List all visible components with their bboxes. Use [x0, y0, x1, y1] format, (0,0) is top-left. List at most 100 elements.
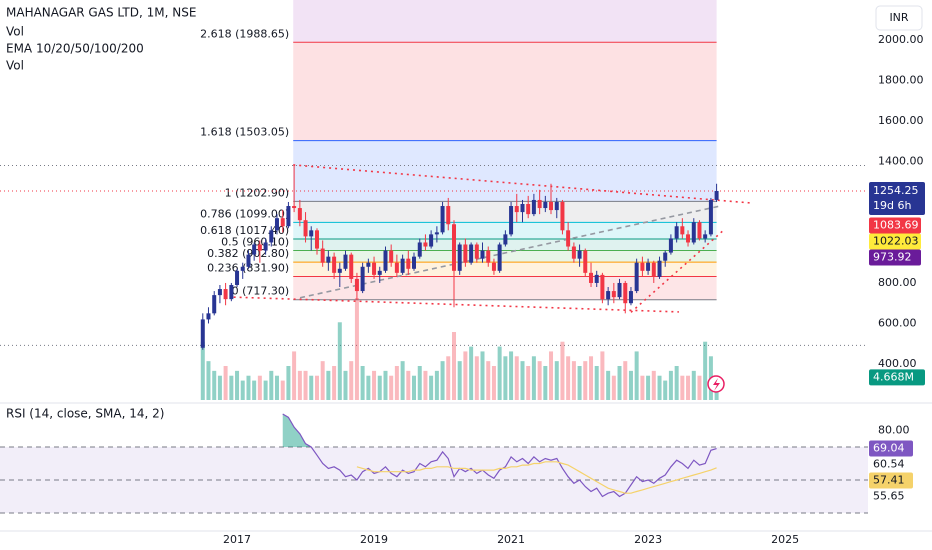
volume-bar	[389, 375, 394, 400]
candle-body	[263, 242, 268, 251]
ema-badge-value: 1022.03	[873, 235, 919, 248]
fib-band	[293, 140, 717, 202]
candle-body	[554, 201, 559, 211]
volume-bar	[674, 366, 679, 400]
volume-bar	[252, 380, 257, 400]
candle-body	[372, 262, 377, 275]
volume-bar	[663, 380, 668, 400]
candle-body	[611, 291, 616, 298]
volume-bar	[423, 370, 428, 400]
candle-body	[577, 250, 582, 259]
rsi-badge	[869, 440, 913, 457]
candle-body	[657, 260, 662, 277]
currency: INR	[889, 11, 908, 24]
ema-badge-value: 973.92	[873, 251, 912, 264]
candle-body	[474, 244, 479, 259]
candle-body	[246, 254, 251, 267]
volume-bar	[589, 356, 594, 400]
candle-body	[663, 252, 668, 261]
y-tick-label: 600.00	[878, 316, 917, 329]
volume-bar	[520, 361, 525, 400]
alert-icon[interactable]	[707, 375, 725, 393]
volume-bar	[360, 366, 365, 400]
volume-bar	[274, 375, 279, 400]
volume-bar	[611, 375, 616, 400]
candle-body	[252, 244, 257, 255]
fib-band	[293, 276, 717, 300]
volume-bar	[229, 375, 234, 400]
y-tick-label: 1600.00	[878, 114, 924, 127]
candle-body	[389, 250, 394, 263]
candle-body	[206, 313, 211, 320]
candle-body	[543, 201, 548, 209]
volume-bar	[212, 370, 217, 400]
volume-bar	[543, 366, 548, 400]
candle-body	[332, 256, 337, 273]
candle-body	[337, 268, 342, 273]
price-badge	[869, 181, 925, 215]
volume-bar	[549, 351, 554, 400]
candle-body	[628, 291, 633, 304]
candle-body	[594, 274, 599, 283]
volume-bar	[417, 366, 422, 400]
volume-badge-value: 4.668M	[873, 370, 914, 383]
volume-bar	[349, 361, 354, 400]
candle-body	[646, 262, 651, 271]
volume-bar	[400, 361, 405, 400]
y-tick-label: 1400.00	[878, 154, 924, 167]
candle-body	[223, 289, 228, 300]
chart-title: MAHANAGAR GAS LTD, 1M, NSE	[6, 6, 196, 20]
candle-body	[280, 218, 285, 227]
currency-box[interactable]	[875, 5, 923, 31]
candle-body	[394, 262, 399, 273]
y-tick-label: 400.00	[878, 357, 917, 370]
volume-bar	[486, 361, 491, 400]
candle-body	[640, 262, 645, 271]
candle-body	[691, 222, 696, 243]
candle-body	[320, 248, 325, 263]
fib-label: 0.618 (1017.40)	[200, 224, 289, 237]
candle-body	[491, 262, 496, 271]
candle-body	[668, 238, 673, 253]
candle-body	[606, 291, 611, 300]
volume-bar	[651, 370, 656, 400]
volume-bar	[606, 370, 611, 400]
rsi-tick-label: 80.00	[878, 423, 910, 436]
candle-body	[686, 234, 691, 243]
trendline	[293, 164, 751, 204]
volume-bar	[503, 356, 508, 400]
candle-body	[703, 234, 708, 239]
fib-band	[293, 42, 717, 141]
candle-body	[229, 284, 234, 300]
candle-body	[354, 278, 359, 292]
volume-bar	[480, 351, 485, 400]
fib-label: 0 (717.30)	[232, 285, 290, 298]
candle-body	[297, 208, 302, 221]
volume-bar	[280, 380, 285, 400]
candle-body	[708, 199, 713, 235]
rsi-scale-label: 60.54	[873, 458, 905, 471]
volume-bar	[320, 361, 325, 400]
candle-body	[674, 226, 679, 239]
volume-bar	[206, 361, 211, 400]
candle-body	[497, 244, 502, 271]
candle-body	[257, 244, 262, 251]
fib-band	[293, 0, 717, 43]
candle-body	[212, 295, 217, 314]
ema-badge	[869, 217, 921, 234]
candle-body	[589, 272, 594, 283]
volume-bar	[691, 370, 696, 400]
volume-bar	[429, 375, 434, 400]
volume-bar	[394, 366, 399, 400]
candle-body	[314, 230, 319, 249]
volume-bar	[326, 370, 331, 400]
candle-body	[634, 262, 639, 292]
volume-bar	[343, 370, 348, 400]
volume-bar	[537, 361, 542, 400]
candle-body	[537, 199, 542, 209]
sma-badge-value: 57.41	[873, 474, 905, 487]
candle-body	[326, 256, 331, 263]
volume-bar	[491, 366, 496, 400]
volume-bar	[452, 332, 457, 400]
